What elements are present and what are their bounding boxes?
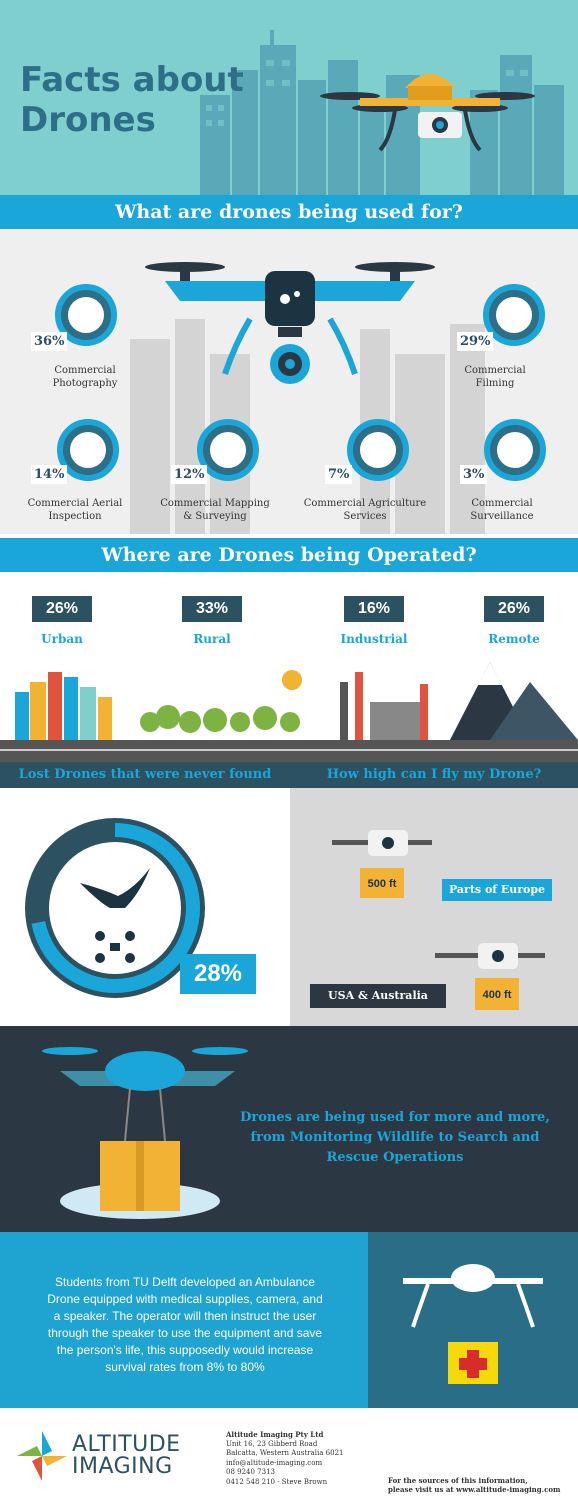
drone-icon [320, 74, 535, 152]
europe-altitude: 500 ft [367, 878, 397, 890]
security-camera-icon [484, 419, 546, 481]
operated-section: 26% Urban 33% Rural 16% Industrial 26% Remot… [0, 572, 578, 762]
uses-section: 36% Commercial Photography 29% Commercial… [0, 229, 578, 534]
op-remote: 26% Remote [474, 596, 554, 646]
op-rural: 33% Rural [172, 596, 252, 646]
usa-label: USA & Australia [310, 984, 446, 1008]
drone-icon [332, 830, 432, 898]
header-banner: Facts about Drones [0, 0, 578, 195]
op-urban: 26% Urban [22, 596, 102, 646]
wildlife-section: Drones are being used for more and more,… [0, 1026, 578, 1232]
lost-percent: 28% [180, 954, 256, 994]
grain-sack-icon [347, 419, 409, 481]
op-industrial: 16% Industrial [334, 596, 414, 646]
page-title: Facts about Drones [20, 60, 244, 140]
ambulance-text: Students from TU Delft developed an Ambu… [47, 1275, 323, 1374]
company-details: Altitude Imaging Pty Ltd Unit 16, 23 Gib… [226, 1430, 344, 1486]
section-title-uses: What are drones being used for? [0, 195, 578, 229]
eagle-icon [80, 868, 150, 963]
camera-icon [55, 284, 117, 346]
ambulance-drone-illustration [368, 1232, 578, 1408]
footer: ALTITUDE IMAGING Altitude Imaging Pty Lt… [0, 1408, 578, 1500]
section-title-lost: Lost Drones that were never found [0, 762, 290, 788]
drone-icon [57, 419, 119, 481]
section-title-height: How high can I fly my Drone? [290, 762, 578, 788]
landscape-illustration [0, 662, 578, 762]
section-title-operated: Where are Drones being Operated? [0, 538, 578, 572]
ambulance-section: Students from TU Delft developed an Ambu… [0, 1232, 578, 1408]
usa-altitude: 400 ft [482, 989, 512, 1001]
europe-label: Parts of Europe [442, 879, 552, 901]
city-skyline-illustration [200, 30, 564, 195]
lost-drone-donut [25, 818, 205, 998]
drone-illustration [130, 262, 485, 534]
height-drones-illustration [332, 830, 545, 1010]
height-section: 500 ft Parts of Europe USA & Australia 4… [290, 788, 578, 1026]
brand-name: ALTITUDE IMAGING [72, 1432, 181, 1479]
drone-with-package-illustration [42, 1047, 248, 1219]
drone-icon [435, 943, 545, 1010]
lost-section: 28% [0, 788, 290, 1026]
wildlife-message: Drones are being used for more and more,… [240, 1110, 550, 1165]
altitude-logo-icon [17, 1431, 67, 1481]
sources-note: For the sources of this information, ple… [388, 1476, 561, 1494]
